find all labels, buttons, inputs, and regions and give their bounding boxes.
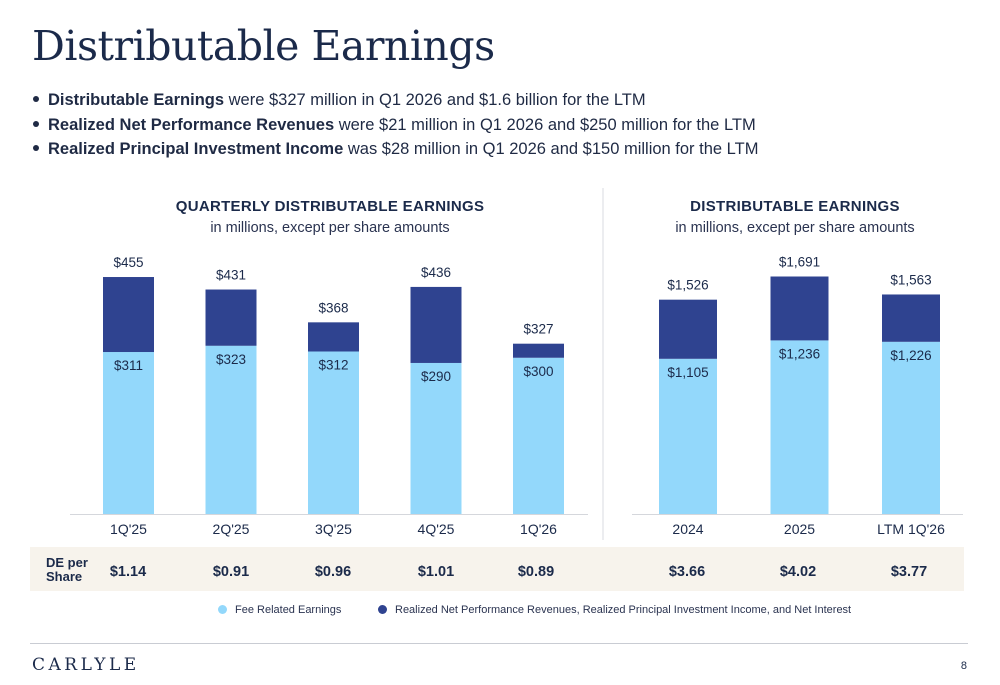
quarterly-chart-title: QUARTERLY DISTRIBUTABLE EARNINGS <box>175 198 485 215</box>
annual-total-label: $1,691 <box>779 255 820 270</box>
annual-x-tick-label: LTM 1Q'26 <box>877 521 945 537</box>
de-value: $3.66 <box>668 564 706 580</box>
legend-swatch <box>218 605 227 614</box>
bullet-dot <box>33 145 39 152</box>
quarterly-bar-fee-related-3 <box>410 362 462 514</box>
annual-bar-fee-related-2 <box>882 341 940 514</box>
annual-x-tick-label: 2024 <box>672 521 703 537</box>
quarterly-bar-realized-4 <box>513 343 564 358</box>
quarterly-total-label: $327 <box>523 322 553 337</box>
quarterly-chart-header: QUARTERLY DISTRIBUTABLE EARNINGS in mill… <box>90 198 570 236</box>
quarterly-total-label: $368 <box>318 300 348 315</box>
quarterly-segment-label: $312 <box>318 358 348 373</box>
quarterly-bar-realized-2 <box>308 322 359 352</box>
summary-bullets: Distributable Earnings were $327 million… <box>30 88 758 162</box>
bullet-bold: Distributable Earnings <box>48 91 225 109</box>
de-label-line1: DE per <box>46 555 88 570</box>
annual-chart-subtitle: in millions, except per share amounts <box>675 220 915 236</box>
annual-segment-label: $1,226 <box>890 348 931 363</box>
quarterly-bar-fee-related-0 <box>103 352 154 514</box>
annual-bar-realized-0 <box>659 299 717 359</box>
page-title: Distributable Earnings <box>32 22 495 70</box>
carlyle-logo: CARLYLE <box>32 655 140 675</box>
quarterly-bar-fee-related-2 <box>308 351 359 514</box>
annual-segment-label: $1,236 <box>779 346 820 361</box>
de-value: $1.01 <box>417 564 455 580</box>
de-value: $3.77 <box>890 564 928 580</box>
quarterly-total-label: $431 <box>216 268 246 283</box>
charts-canvas: $311 $455 1Q'25 $323 $431 2Q'25 $312 $368 3Q'25 $… <box>70 188 963 540</box>
annual-bar-realized-2 <box>882 294 940 342</box>
annual-bar-fee-related-0 <box>659 358 717 514</box>
de-label-line2: Share <box>46 569 83 584</box>
quarterly-x-tick-label: 1Q'25 <box>110 521 147 537</box>
de-value: $1.14 <box>109 564 147 580</box>
annual-x-tick-label: 2025 <box>784 521 815 537</box>
quarterly-bar-realized-1 <box>205 289 257 346</box>
quarterly-bar-fee-related-4 <box>513 357 564 514</box>
quarterly-chart-subtitle: in millions, except per share amounts <box>210 220 450 236</box>
quarterly-segment-label: $300 <box>523 364 553 379</box>
bullet-text: was $28 million in Q1 2026 and $150 mill… <box>343 140 759 158</box>
annual-chart-title: DISTRIBUTABLE EARNINGS <box>690 198 900 215</box>
bullet-text: were $21 million in Q1 2026 and $250 mil… <box>334 115 756 134</box>
bullet-item: Realized Principal Investment Income was… <box>30 137 758 162</box>
legend-swatch <box>378 605 387 614</box>
quarterly-segment-label: $323 <box>216 352 246 367</box>
legend-label: Realized Net Performance Revenues, Reali… <box>395 604 852 616</box>
annual-chart-header: DISTRIBUTABLE EARNINGS in millions, exce… <box>630 198 960 236</box>
quarterly-bar-fee-related-1 <box>205 345 257 514</box>
quarterly-x-tick-label: 2Q'25 <box>213 521 250 537</box>
quarterly-bar-realized-0 <box>103 277 154 353</box>
annual-segment-label: $1,105 <box>667 365 708 380</box>
de-value: $0.91 <box>212 564 250 580</box>
de-per-share-label: DE per Share <box>46 556 88 584</box>
bullet-bold: Realized Principal Investment Income <box>48 140 344 158</box>
de-value: $4.02 <box>779 564 817 580</box>
quarterly-total-label: $455 <box>113 255 143 270</box>
bullet-item: Distributable Earnings were $327 million… <box>30 88 758 113</box>
quarterly-x-tick-label: 3Q'25 <box>315 521 352 537</box>
footer-divider <box>30 643 968 644</box>
quarterly-segment-label: $290 <box>421 369 451 384</box>
legend-item-fre: Fee Related Earnings <box>218 604 341 616</box>
annual-bar-fee-related-1 <box>770 340 829 514</box>
legend-label: Fee Related Earnings <box>235 604 342 616</box>
legend-item-realized: Realized Net Performance Revenues, Reali… <box>378 604 851 616</box>
de-value: $0.96 <box>314 564 352 580</box>
quarterly-total-label: $436 <box>421 265 451 280</box>
bullet-bold: Realized Net Performance Revenues <box>48 115 335 134</box>
annual-total-label: $1,563 <box>890 272 931 287</box>
page-number: 8 <box>960 660 967 672</box>
annual-bar-realized-1 <box>770 276 829 341</box>
quarterly-x-tick-label: 1Q'26 <box>520 521 557 537</box>
de-per-share-band <box>30 547 964 591</box>
bullet-text: were $327 million in Q1 2026 and $1.6 bi… <box>224 91 646 109</box>
bullet-item: Realized Net Performance Revenues were $… <box>30 113 758 138</box>
bullet-dot <box>33 96 39 103</box>
annual-total-label: $1,526 <box>667 278 708 293</box>
quarterly-segment-label: $311 <box>114 358 143 373</box>
bullet-dot <box>33 120 39 127</box>
quarterly-bar-realized-3 <box>410 286 462 363</box>
quarterly-x-tick-label: 4Q'25 <box>418 521 455 537</box>
de-value: $0.89 <box>517 564 555 580</box>
